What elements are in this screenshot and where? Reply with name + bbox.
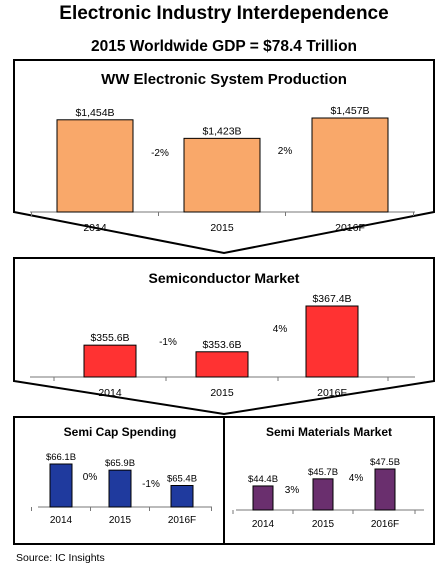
chart1-category-label: 2016F (335, 222, 365, 234)
chart2-bar (83, 344, 137, 378)
page-subtitle: 2015 Worldwide GDP = $78.4 Trillion (90, 38, 358, 55)
chart3-growth-label: -1% (142, 479, 160, 490)
semiconductor-panel-frame (13, 257, 435, 416)
chart1-value-label: $1,423B (202, 125, 241, 137)
chart4-value-label: $45.7B (308, 467, 338, 478)
chart3-value-label: $65.9B (105, 458, 135, 469)
chart3-value-label: $65.4B (167, 474, 197, 485)
chart1-growth-label: -2% (151, 148, 169, 159)
chart2-category-label: 2014 (98, 387, 122, 399)
chart3-growth-label: 0% (83, 472, 98, 483)
chart4-category-label: 2016F (371, 519, 399, 530)
chart3-bar (108, 469, 132, 508)
chart1-value-label: $1,454B (75, 107, 114, 119)
chart1-bar (311, 117, 389, 213)
chart2-growth-label: -1% (159, 337, 177, 348)
chart4-bar (374, 468, 396, 511)
chart3-value-label: $66.1B (46, 452, 76, 463)
chart1-title: WW Electronic System Production (101, 71, 347, 88)
chart1-bar (56, 119, 134, 213)
chart4-growth-label: 3% (285, 485, 300, 496)
chart2-title: Semiconductor Market (149, 270, 300, 286)
chart3-bar (49, 463, 73, 508)
chart4-value-label: $44.4B (248, 474, 278, 485)
chart2-value-label: $355.6B (90, 332, 129, 344)
chart1-category-label: 2015 (210, 222, 234, 234)
chart4-title: Semi Materials Market (266, 425, 392, 439)
chart1-category-label: 2014 (83, 222, 107, 234)
chart3-category-label: 2016F (168, 515, 196, 526)
chart3-bar (170, 485, 194, 508)
chart4-bar (312, 478, 334, 511)
chart2-category-label: 2015 (210, 387, 234, 399)
electronics-panel-frame (13, 59, 435, 255)
chart2-bar (195, 351, 249, 378)
chart2-growth-label: 4% (273, 324, 288, 335)
chart4-value-label: $47.5B (370, 457, 400, 468)
chart2-bar (305, 305, 359, 378)
chart1-growth-label: 2% (278, 146, 293, 157)
chart3-category-label: 2014 (50, 515, 73, 526)
chart3-category-label: 2015 (109, 515, 132, 526)
chart4-category-label: 2015 (312, 519, 335, 530)
chart2-category-label: 2016F (317, 387, 347, 399)
page-title: Electronic Industry Interdependence (59, 3, 389, 24)
chart2-value-label: $353.6B (202, 339, 241, 351)
chart1-bar (183, 137, 261, 213)
source-note: Source: IC Insights (16, 552, 105, 564)
chart2-value-label: $367.4B (312, 293, 351, 305)
chart1-value-label: $1,457B (330, 105, 369, 117)
chart4-category-label: 2014 (252, 519, 275, 530)
chart4-growth-label: 4% (349, 473, 364, 484)
chart3-title: Semi Cap Spending (64, 425, 177, 439)
chart4-bar (252, 485, 274, 511)
